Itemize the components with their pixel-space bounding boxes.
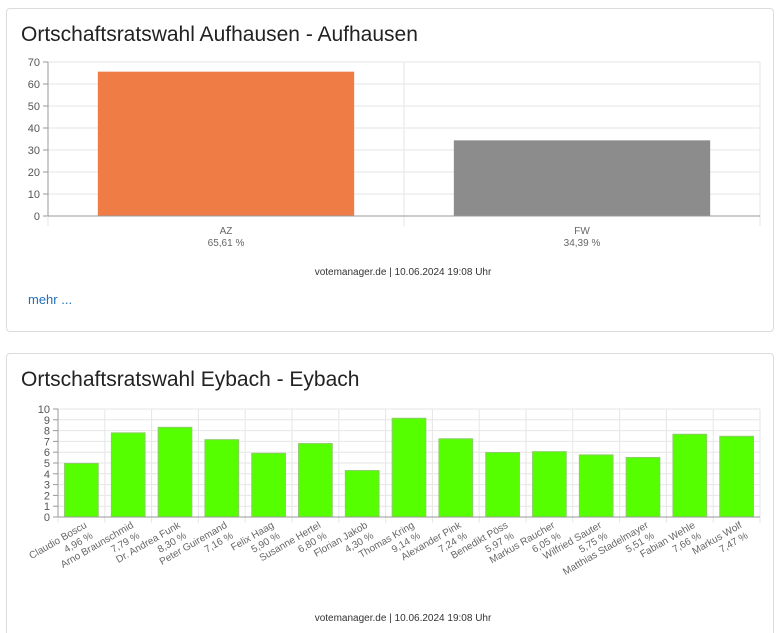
bar — [485, 452, 520, 518]
bar — [97, 71, 355, 216]
chart-footer: votemanager.de | 10.06.2024 19:08 Uhr — [315, 613, 492, 624]
bar — [438, 438, 474, 518]
bar — [204, 439, 240, 518]
chart-title: Ortschaftsratswahl Aufhausen - Aufhausen — [21, 23, 418, 46]
bar — [578, 454, 614, 518]
y-tick-label: 10 — [38, 404, 50, 416]
bar — [110, 432, 146, 518]
y-tick-label: 9 — [44, 415, 50, 427]
x-value-label: 34,39 % — [564, 238, 601, 249]
bar — [672, 433, 708, 518]
bar — [532, 451, 567, 518]
y-tick-label: 3 — [44, 480, 50, 492]
more-link[interactable]: mehr ... — [28, 292, 73, 307]
y-tick-label: 1 — [44, 501, 50, 513]
bar — [64, 462, 99, 518]
y-tick-label: 2 — [44, 490, 50, 502]
y-tick-label: 50 — [28, 101, 40, 113]
x-category-label: FW — [574, 226, 590, 237]
y-tick-label: 20 — [28, 167, 40, 179]
y-tick-label: 30 — [28, 145, 40, 157]
y-tick-label: 6 — [44, 447, 50, 459]
y-tick-label: 0 — [34, 211, 40, 223]
chart-title: Ortschaftsratswahl Eybach - Eybach — [21, 368, 360, 391]
y-tick-label: 40 — [28, 123, 40, 135]
y-tick-label: 5 — [44, 458, 50, 470]
y-tick-label: 7 — [44, 436, 50, 448]
bar — [719, 435, 754, 518]
y-tick-label: 10 — [28, 189, 40, 201]
chart-card-aufhausen: Ortschaftsratswahl Aufhausen - Aufhausen… — [6, 8, 774, 332]
x-value-label: 65,61 % — [208, 238, 245, 249]
bar — [298, 443, 333, 518]
bar — [625, 456, 661, 518]
bar — [344, 470, 380, 518]
chart-footer: votemanager.de | 10.06.2024 19:08 Uhr — [315, 267, 492, 278]
bar — [453, 140, 711, 216]
bar — [391, 417, 427, 518]
y-tick-label: 0 — [44, 512, 50, 524]
y-tick-label: 70 — [28, 57, 40, 69]
bar — [251, 452, 286, 518]
y-tick-label: 8 — [44, 426, 50, 438]
bar — [157, 426, 193, 518]
y-tick-label: 60 — [28, 79, 40, 91]
y-tick-label: 4 — [44, 469, 50, 481]
x-category-label: AZ — [220, 226, 233, 237]
